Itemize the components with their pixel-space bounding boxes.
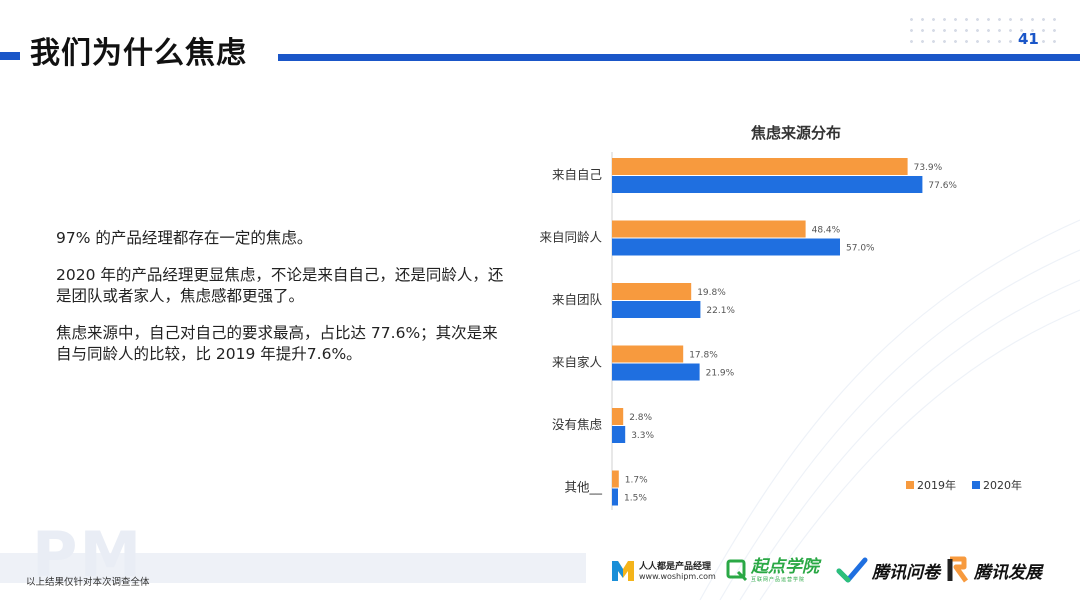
chart-bars: 来自自己 73.9% 77.6% 来自同龄人 48.4% 57.0% 来自团队 19.8% 22…	[539, 158, 957, 506]
data-label: 21.9%	[706, 369, 735, 379]
data-label: 73.9%	[914, 163, 943, 173]
data-label: 17.8%	[689, 351, 718, 361]
checkmark-icon	[836, 557, 868, 583]
pm-watermark: PM	[32, 518, 144, 591]
bar-2019	[612, 408, 624, 425]
bar-2019	[612, 470, 619, 488]
category-label: 没有焦虑	[552, 417, 603, 432]
footnote: 以上结果仅针对本次调查全体	[26, 577, 150, 588]
woshipm-logo: 人人都是产品经理 www.woshipm.com	[610, 552, 716, 588]
bar-2019	[612, 345, 684, 363]
data-label: 2.8%	[629, 413, 652, 423]
summary-text: 97% 的产品经理都存在一定的焦虑。 2020 年的产品经理更显焦虑，不论是来自…	[56, 228, 506, 381]
category-label: 来自同龄人	[539, 230, 602, 245]
legend-swatch	[972, 481, 980, 489]
woshipm-url: www.woshipm.com	[639, 572, 716, 581]
category-label: 来自团队	[552, 292, 603, 307]
bar-2019	[612, 220, 806, 238]
data-label: 48.4%	[812, 226, 841, 236]
title-accent-bar-left	[0, 52, 20, 60]
bar-2020	[612, 238, 840, 256]
qidian-subtitle: 互联网产品运营学院	[751, 576, 806, 583]
chart-title: 焦虑来源分布	[750, 124, 841, 142]
summary-paragraph-2: 2020 年的产品经理更显焦虑，不论是来自自己，还是同龄人，还是团队或者家人，焦…	[56, 266, 504, 305]
category-label: 来自自己	[552, 167, 602, 182]
summary-paragraph-1: 97% 的产品经理都存在一定的焦虑。	[56, 229, 313, 247]
bar-2019	[612, 158, 908, 175]
chart-legend: 2019年 2020年	[906, 478, 1022, 492]
footer-band	[0, 553, 586, 583]
qidian-logo: 起点学院 互联网产品运营学院	[726, 552, 819, 588]
legend-swatch	[906, 481, 914, 489]
data-label: 19.8%	[697, 288, 726, 298]
data-label: 1.5%	[624, 494, 647, 504]
tencent-wenjuan-logo: 腾讯问卷	[836, 552, 940, 588]
data-label: 57.0%	[846, 244, 875, 254]
title-accent-bar-right	[278, 54, 1080, 61]
category-label: 来自家人	[552, 355, 603, 370]
qidian-name: 起点学院	[751, 556, 819, 577]
wenjuan-name: 腾讯问卷	[872, 562, 940, 583]
data-label: 1.7%	[625, 476, 648, 486]
qidian-q-icon	[726, 559, 748, 582]
anxiety-source-bar-chart: 焦虑来源分布 来自自己 73.9% 77.6% 来自同龄人 48.4% 57.0% 来自团队…	[539, 124, 1022, 510]
data-label: 77.6%	[928, 181, 957, 191]
bar-2020	[612, 363, 700, 381]
bar-2020	[612, 488, 618, 506]
dot-grid-decoration	[906, 14, 1056, 44]
bar-2020	[612, 426, 626, 443]
partner-logos: 人人都是产品经理 www.woshipm.com 起点学院 互联网产品运营学院 …	[610, 552, 1070, 588]
page-number: 41	[1018, 30, 1039, 48]
tencent-fazhan-logo: 腾讯发展	[946, 552, 1042, 588]
bar-2019	[612, 283, 692, 300]
woshipm-name: 人人都是产品经理	[639, 562, 712, 572]
legend-label: 2019年	[917, 478, 956, 492]
legend-label: 2020年	[983, 478, 1022, 492]
bar-2020	[612, 176, 923, 193]
page-title: 我们为什么焦虑	[30, 36, 247, 71]
category-label: 其他__	[564, 480, 602, 495]
data-label: 3.3%	[631, 431, 654, 441]
fazhan-mark-icon	[947, 556, 969, 583]
bar-2020	[612, 301, 701, 318]
fazhan-name: 腾讯发展	[974, 562, 1042, 583]
summary-paragraph-3: 焦虑来源中，自己对自己的要求最高，占比达 77.6%；其次是来自与同龄人的比较，…	[56, 324, 498, 363]
data-label: 22.1%	[706, 306, 735, 316]
woshipm-m-icon	[612, 561, 634, 581]
